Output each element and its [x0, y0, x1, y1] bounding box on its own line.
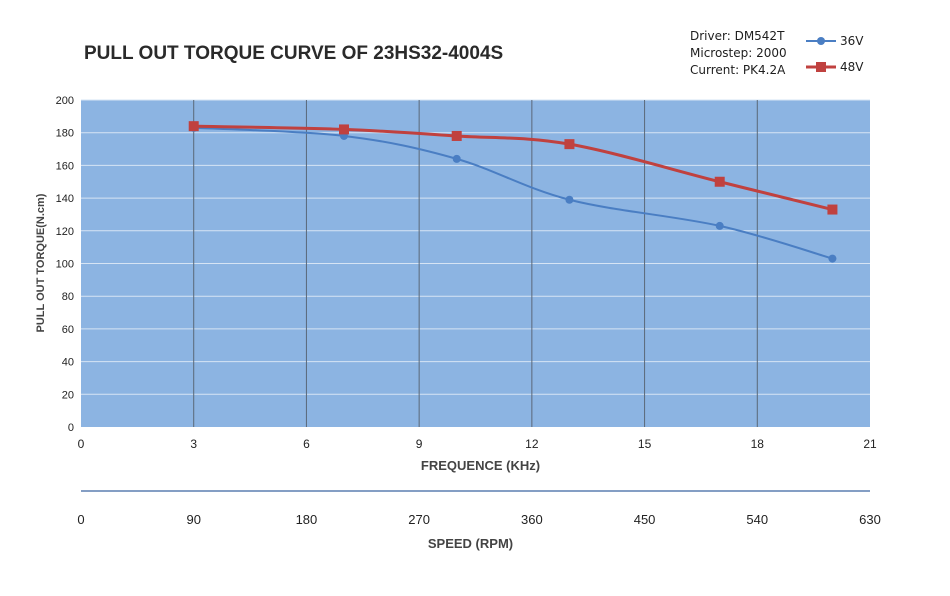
grid-lines	[81, 99, 870, 427]
legend-marker-48V	[816, 62, 826, 72]
x-tick-4: 12	[525, 437, 539, 451]
x-tick-6: 18	[751, 437, 765, 451]
x-tick-2: 6	[303, 437, 310, 451]
x-tick-1: 3	[190, 437, 197, 451]
speed-tick-6: 540	[746, 512, 768, 527]
speed-tick-2: 180	[296, 512, 318, 527]
speed-axis-label: SPEED (RPM)	[428, 536, 513, 551]
x-axis-label: FREQUENCE (KHz)	[421, 458, 540, 473]
y-tick-7: 140	[56, 193, 74, 205]
legend-marker-36V	[817, 37, 825, 45]
y-tick-10: 200	[56, 95, 74, 107]
x-tick-3: 9	[416, 437, 423, 451]
y-tick-2: 40	[62, 357, 74, 369]
y-tick-0: 0	[68, 422, 74, 434]
y-tick-3: 60	[62, 324, 74, 336]
y-tick-5: 100	[56, 259, 74, 271]
legend: 36V 48V	[806, 34, 864, 74]
legend-label-36V: 36V	[840, 34, 864, 48]
speed-tick-0: 0	[77, 512, 84, 527]
x-tick-0: 0	[78, 437, 85, 451]
speed-tick-5: 450	[634, 512, 656, 527]
speed-tick-3: 270	[408, 512, 430, 527]
series-group	[188, 121, 838, 263]
x-tick-7: 21	[863, 437, 877, 451]
y-tick-9: 180	[56, 128, 74, 140]
driver-info: Driver: DM542T	[690, 29, 785, 43]
legend-item-48V: 48V	[806, 60, 864, 74]
point-36V-5	[828, 254, 837, 263]
point-48V-3	[564, 139, 575, 150]
speed-tick-labels: 0 90 180 270 360 450 540 630	[77, 512, 880, 527]
y-tick-4: 80	[62, 291, 74, 303]
point-48V-5	[827, 204, 838, 215]
legend-item-36V: 36V	[806, 34, 864, 48]
series-48V	[188, 121, 838, 215]
y-tick-6: 120	[56, 226, 74, 238]
speed-tick-4: 360	[521, 512, 543, 527]
point-48V-2	[451, 130, 462, 141]
x-tick-labels: 0 3 6 9 12 15 18 21	[78, 437, 877, 451]
chart-title: PULL OUT TORQUE CURVE OF 23HS32-4004S	[84, 43, 503, 64]
point-48V-1	[339, 124, 349, 135]
y-tick-8: 160	[56, 160, 74, 172]
point-36V-2	[452, 154, 461, 163]
point-48V-4	[714, 176, 725, 187]
series-line-48V	[193, 124, 833, 212]
legend-label-48V: 48V	[840, 60, 864, 74]
current-info: Current: PK4.2A	[690, 63, 786, 77]
series-line-36V	[193, 126, 833, 260]
microstep-info: Microstep: 2000	[690, 46, 787, 60]
y-tick-1: 20	[62, 389, 74, 401]
speed-tick-1: 90	[186, 512, 200, 527]
y-tick-labels: 0 20 40 60 80 100 120 140 160 180 200	[56, 95, 74, 434]
point-48V-0	[188, 121, 199, 132]
point-36V-3	[565, 195, 574, 204]
point-36V-4	[715, 221, 724, 230]
x-tick-5: 15	[638, 437, 652, 451]
y-axis-label: PULL OUT TORQUE(N.cm)	[35, 193, 47, 332]
speed-tick-7: 630	[859, 512, 881, 527]
